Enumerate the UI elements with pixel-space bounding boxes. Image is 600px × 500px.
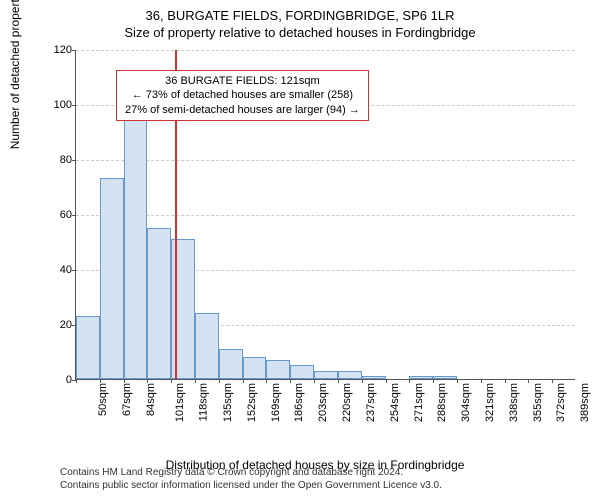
x-tick-mark bbox=[552, 379, 553, 383]
x-tick-mark bbox=[124, 379, 125, 383]
histogram-bar bbox=[314, 371, 338, 379]
x-tick-mark bbox=[195, 379, 196, 383]
x-tick-mark bbox=[266, 379, 267, 383]
plot-area: 02040608010012050sqm67sqm84sqm101sqm118s… bbox=[75, 50, 575, 380]
x-tick-label: 101sqm bbox=[175, 383, 187, 422]
x-tick-label: 288sqm bbox=[436, 383, 448, 422]
x-tick-mark bbox=[147, 379, 148, 383]
x-tick-mark bbox=[243, 379, 244, 383]
histogram-bar bbox=[195, 313, 219, 379]
annotation-line1: 36 BURGATE FIELDS: 121sqm bbox=[125, 74, 360, 88]
y-tick-mark bbox=[72, 105, 76, 106]
x-tick-label: 135sqm bbox=[222, 383, 234, 422]
x-tick-label: 203sqm bbox=[317, 383, 329, 422]
histogram-bar bbox=[290, 365, 314, 379]
x-tick-mark bbox=[290, 379, 291, 383]
histogram-bar bbox=[243, 357, 267, 379]
x-tick-label: 152sqm bbox=[246, 383, 258, 422]
y-tick-label: 60 bbox=[48, 209, 72, 221]
page-title-address: 36, BURGATE FIELDS, FORDINGBRIDGE, SP6 1… bbox=[0, 0, 600, 23]
x-tick-mark bbox=[528, 379, 529, 383]
x-tick-label: 186sqm bbox=[294, 383, 306, 422]
grid-line bbox=[76, 215, 575, 216]
x-tick-label: 321sqm bbox=[484, 383, 496, 422]
chart-container: Number of detached properties 0204060801… bbox=[55, 50, 575, 400]
histogram-bar bbox=[338, 371, 362, 379]
x-tick-mark bbox=[100, 379, 101, 383]
x-tick-mark bbox=[314, 379, 315, 383]
histogram-bar bbox=[409, 376, 433, 379]
annotation-line2: ← 73% of detached houses are smaller (25… bbox=[125, 88, 360, 102]
x-tick-label: 338sqm bbox=[508, 383, 520, 422]
histogram-bar bbox=[266, 360, 290, 379]
x-tick-label: 84sqm bbox=[145, 383, 157, 416]
x-tick-label: 389sqm bbox=[579, 383, 591, 422]
histogram-bar bbox=[219, 349, 243, 379]
y-tick-label: 0 bbox=[48, 374, 72, 386]
x-tick-mark bbox=[338, 379, 339, 383]
histogram-bar bbox=[124, 118, 148, 379]
histogram-bar bbox=[362, 376, 386, 379]
x-tick-mark bbox=[386, 379, 387, 383]
x-tick-label: 304sqm bbox=[460, 383, 472, 422]
footer-line2: Contains public sector information licen… bbox=[60, 479, 442, 492]
y-tick-label: 100 bbox=[48, 99, 72, 111]
histogram-bar bbox=[76, 316, 100, 379]
y-tick-mark bbox=[72, 160, 76, 161]
x-tick-mark bbox=[433, 379, 434, 383]
x-tick-label: 355sqm bbox=[532, 383, 544, 422]
grid-line bbox=[76, 160, 575, 161]
grid-line bbox=[76, 50, 575, 51]
x-tick-label: 169sqm bbox=[270, 383, 282, 422]
x-tick-label: 372sqm bbox=[556, 383, 568, 422]
y-tick-mark bbox=[72, 50, 76, 51]
annotation-box: 36 BURGATE FIELDS: 121sqm ← 73% of detac… bbox=[116, 70, 369, 121]
x-tick-label: 118sqm bbox=[198, 383, 210, 421]
x-tick-label: 220sqm bbox=[341, 383, 353, 422]
footer-line1: Contains HM Land Registry data © Crown c… bbox=[60, 466, 442, 479]
histogram-bar bbox=[147, 228, 171, 379]
histogram-bar bbox=[433, 376, 457, 379]
y-tick-mark bbox=[72, 215, 76, 216]
x-tick-mark bbox=[505, 379, 506, 383]
histogram-bar bbox=[100, 178, 124, 379]
y-tick-mark bbox=[72, 270, 76, 271]
x-tick-mark bbox=[457, 379, 458, 383]
annotation-line3: 27% of semi-detached houses are larger (… bbox=[125, 103, 360, 117]
x-tick-mark bbox=[219, 379, 220, 383]
x-tick-mark bbox=[362, 379, 363, 383]
x-tick-label: 67sqm bbox=[121, 383, 133, 416]
x-tick-label: 271sqm bbox=[413, 383, 425, 422]
page-title-subtitle: Size of property relative to detached ho… bbox=[0, 23, 600, 40]
x-tick-mark bbox=[481, 379, 482, 383]
y-tick-label: 20 bbox=[48, 319, 72, 331]
y-tick-label: 120 bbox=[48, 44, 72, 56]
y-tick-label: 40 bbox=[48, 264, 72, 276]
x-tick-label: 50sqm bbox=[97, 383, 109, 416]
x-tick-label: 254sqm bbox=[389, 383, 401, 422]
y-axis-label: Number of detached properties bbox=[8, 0, 22, 149]
x-tick-mark bbox=[76, 379, 77, 383]
x-tick-mark bbox=[171, 379, 172, 383]
x-tick-mark bbox=[409, 379, 410, 383]
y-tick-label: 80 bbox=[48, 154, 72, 166]
x-tick-label: 237sqm bbox=[365, 383, 377, 422]
footer-attribution: Contains HM Land Registry data © Crown c… bbox=[60, 466, 442, 492]
